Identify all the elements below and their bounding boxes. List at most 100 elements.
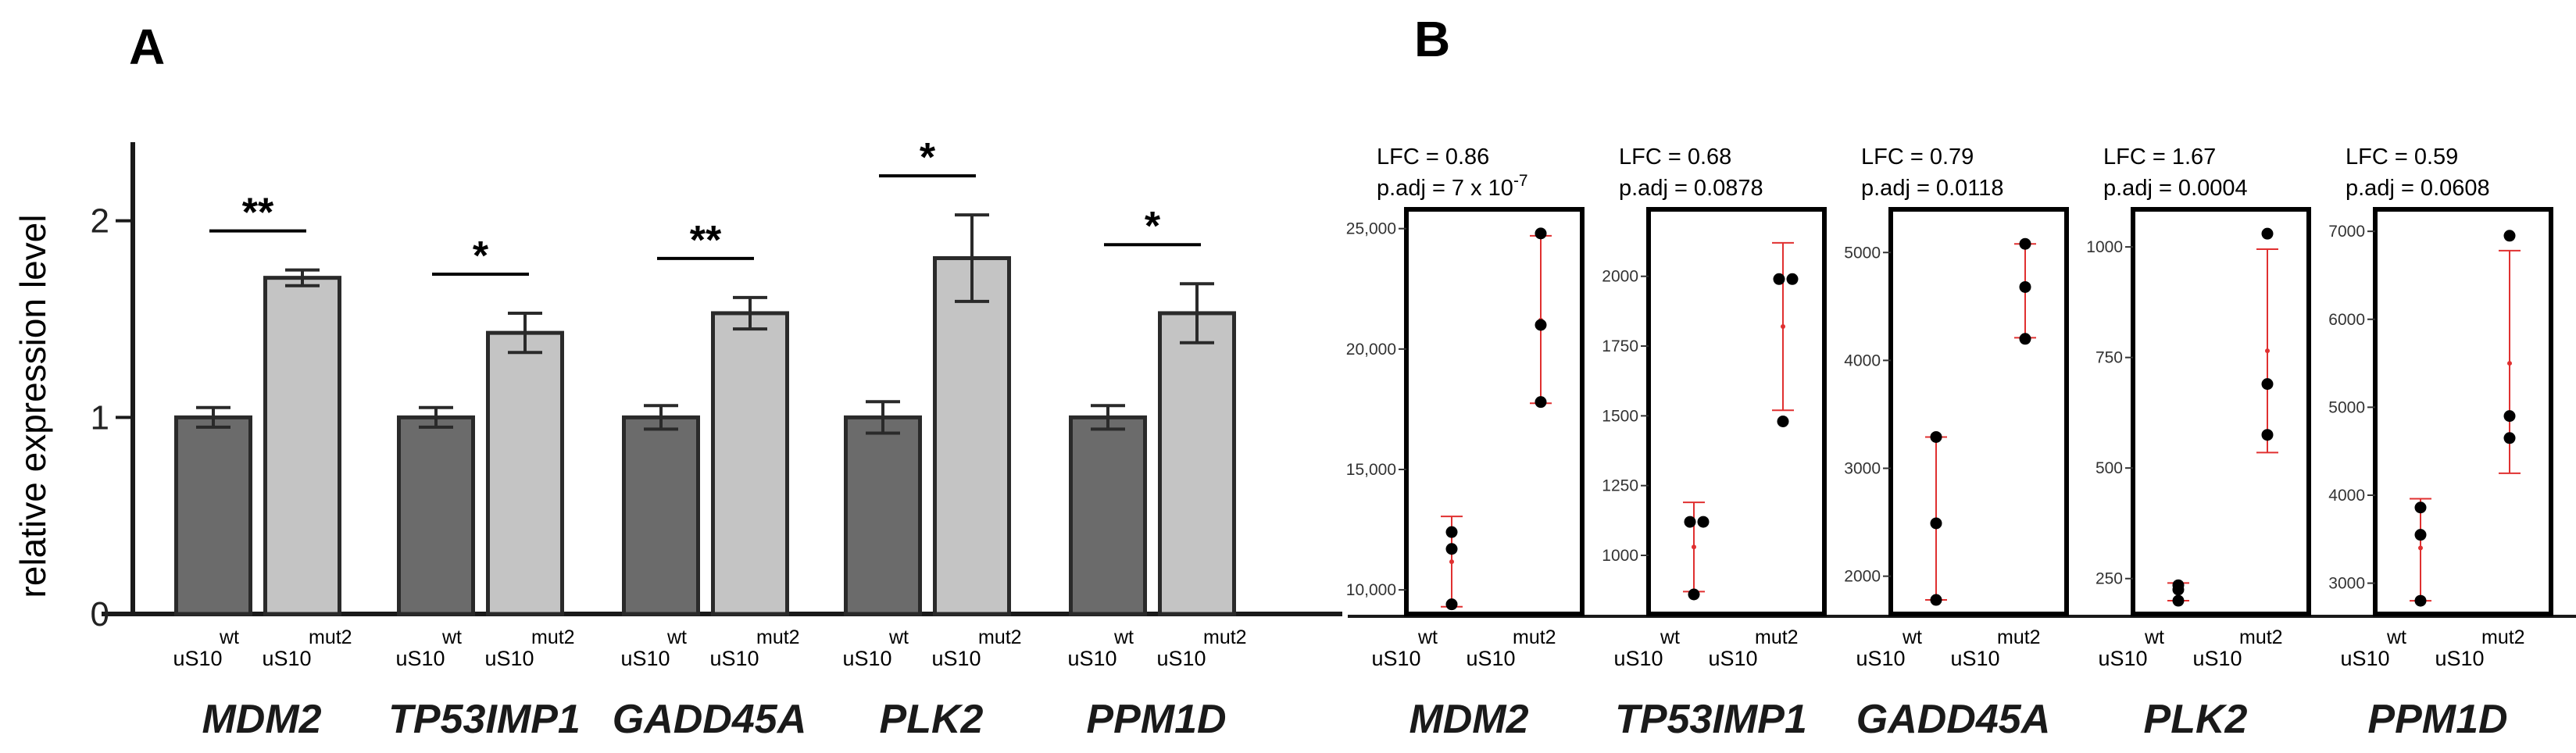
lfc-label-tp53imp1: LFC = 0.68 (1619, 145, 1731, 170)
panel-a-y-tick-label: 2 (91, 202, 109, 241)
bar-mdm2-mut2 (263, 276, 341, 616)
bar-plk2-wt (844, 415, 922, 616)
condition-label-wt-sup: wt (2144, 626, 2164, 648)
condition-label-wt-sup: wt (888, 626, 909, 648)
lfc-label-plk2: LFC = 1.67 (2103, 145, 2216, 170)
condition-label-wt-base: uS10 (1371, 647, 1420, 670)
condition-label-wt-base: uS10 (620, 647, 670, 670)
mean-marker-wt (1692, 544, 1696, 550)
data-point-mut2 (2261, 378, 2274, 391)
mean-marker-wt (2418, 545, 2423, 551)
padj-label-gadd45a: p.adj = 0.0118 (1861, 176, 2003, 201)
subplot-frame-tp53imp1 (1646, 207, 1827, 616)
condition-label-wt-sup: wt (1417, 626, 1438, 648)
gene-label-gadd45a: GADD45A (613, 697, 807, 742)
condition-label-wt-base: uS10 (2340, 647, 2389, 670)
panel-a-y-tick-label: 0 (91, 595, 109, 633)
gene-label-plk2: PLK2 (2144, 697, 2248, 742)
subplot-y-tick-label: 15,000 (1346, 461, 1396, 479)
data-point-mut2 (1535, 227, 1547, 240)
subplot-y-tick-label: 4000 (1844, 352, 1881, 369)
data-point-mut2 (1786, 273, 1799, 285)
condition-label-wt-base: uS10 (395, 647, 445, 670)
bar-plk2-mut2 (933, 255, 1011, 616)
condition-label-wt-sup: wt (1660, 626, 1680, 648)
condition-label-wt-sup: wt (2386, 626, 2406, 648)
condition-label-wt-base: uS10 (842, 647, 891, 670)
condition-label-mut2-base: uS10 (1466, 647, 1515, 670)
condition-label-mut2-base: uS10 (1156, 647, 1206, 670)
data-point-wt (1930, 594, 1942, 606)
panel-a-y-axis-title: relative expression level (13, 215, 53, 598)
condition-label-mut2-sup: mut2 (1997, 626, 2041, 648)
subplot-y-tick-label: 20,000 (1346, 341, 1396, 359)
data-point-wt (1445, 526, 1458, 538)
condition-label-wt-base: uS10 (1067, 647, 1117, 670)
data-point-mut2 (2261, 429, 2274, 441)
condition-label-mut2-base: uS10 (1708, 647, 1757, 670)
mean-marker-mut2 (2265, 348, 2270, 354)
padj-label-tp53imp1: p.adj = 0.0878 (1619, 176, 1763, 201)
data-point-wt (2414, 594, 2427, 607)
padj-label-plk2: p.adj = 0.0004 (2103, 176, 2248, 201)
subplot-frame-gadd45a (1888, 207, 2069, 616)
panel-a-y-tick-label: 1 (91, 398, 109, 437)
data-point-wt (2172, 594, 2185, 607)
condition-label-mut2-sup: mut2 (2239, 626, 2283, 648)
condition-label-mut2-sup: mut2 (2481, 626, 2525, 648)
bar-gadd45a-mut2 (711, 311, 789, 616)
gene-label-tp53imp1: TP53IMP1 (1615, 697, 1807, 742)
lfc-label-gadd45a: LFC = 0.79 (1861, 145, 1974, 170)
bar-gadd45a-wt (622, 415, 700, 616)
mean-marker-mut2 (2507, 361, 2512, 366)
subplot-y-tick-label: 3000 (2328, 575, 2365, 593)
mean-marker-wt (1449, 559, 1454, 565)
data-point-wt (1930, 430, 1942, 443)
condition-label-mut2-sup: mut2 (978, 626, 1022, 648)
panel-b-scatter-plots: LFC = 0.86p.adj = 7 x 10-7 10,000 15,000 20… (1346, 145, 2576, 742)
bar-ppm1d-wt (1069, 415, 1147, 616)
significance-stars: * (1145, 204, 1161, 249)
condition-label-wt-sup: wt (219, 626, 239, 648)
condition-label-mut2-sup: mut2 (531, 626, 575, 648)
lfc-label-ppm1d: LFC = 0.59 (2346, 145, 2458, 170)
condition-label-mut2-base: uS10 (484, 647, 534, 670)
condition-label-wt-base: uS10 (1856, 647, 1905, 670)
lfc-label-mdm2: LFC = 0.86 (1377, 145, 1489, 170)
data-point-mut2 (1777, 416, 1789, 428)
padj-label-ppm1d: p.adj = 0.0608 (2346, 176, 2490, 201)
condition-label-wt-base: uS10 (1613, 647, 1663, 670)
data-point-mut2 (1535, 396, 1547, 409)
panel-b-label: B (1414, 11, 1450, 67)
subplot-y-tick-label: 5000 (1844, 244, 1881, 262)
data-point-mut2 (1773, 273, 1785, 285)
condition-label-mut2-base: uS10 (709, 647, 759, 670)
subplot-y-tick-label: 1750 (1602, 337, 1638, 355)
significance-stars: * (473, 234, 489, 279)
gene-label-plk2: PLK2 (880, 697, 984, 742)
significance-stars: * (920, 135, 936, 180)
condition-label-mut2-sup: mut2 (756, 626, 800, 648)
condition-label-mut2-base: uS10 (2435, 647, 2484, 670)
subplot-y-tick-label: 750 (2095, 349, 2123, 367)
data-point-wt (2414, 529, 2427, 541)
condition-label-wt-sup: wt (1902, 626, 1922, 648)
condition-label-mut2-sup: mut2 (309, 626, 352, 648)
panel-a-bar-chart: 012 **uS10wtuS10mut2MDM2*uS10wtuS10mut2TP… (91, 135, 1342, 742)
subplot-y-tick-label: 6000 (2328, 311, 2365, 329)
subplot-frame-ppm1d (2373, 207, 2553, 616)
gene-label-ppm1d: PPM1D (2367, 697, 2507, 742)
condition-label-wt-base: uS10 (2098, 647, 2147, 670)
data-point-wt (2414, 501, 2427, 514)
subplot-y-tick-label: 250 (2095, 570, 2123, 588)
mean-marker-mut2 (1781, 324, 1785, 330)
gene-label-gadd45a: GADD45A (1856, 697, 2051, 742)
subplot-y-tick-label: 500 (2095, 459, 2123, 477)
data-point-mut2 (2503, 230, 2516, 242)
condition-label-mut2-sup: mut2 (1755, 626, 1799, 648)
significance-stars: ** (690, 218, 722, 263)
panel-a-label: A (129, 19, 165, 75)
data-point-wt (1930, 517, 1942, 530)
subplot-y-tick-label: 4000 (2328, 487, 2365, 505)
